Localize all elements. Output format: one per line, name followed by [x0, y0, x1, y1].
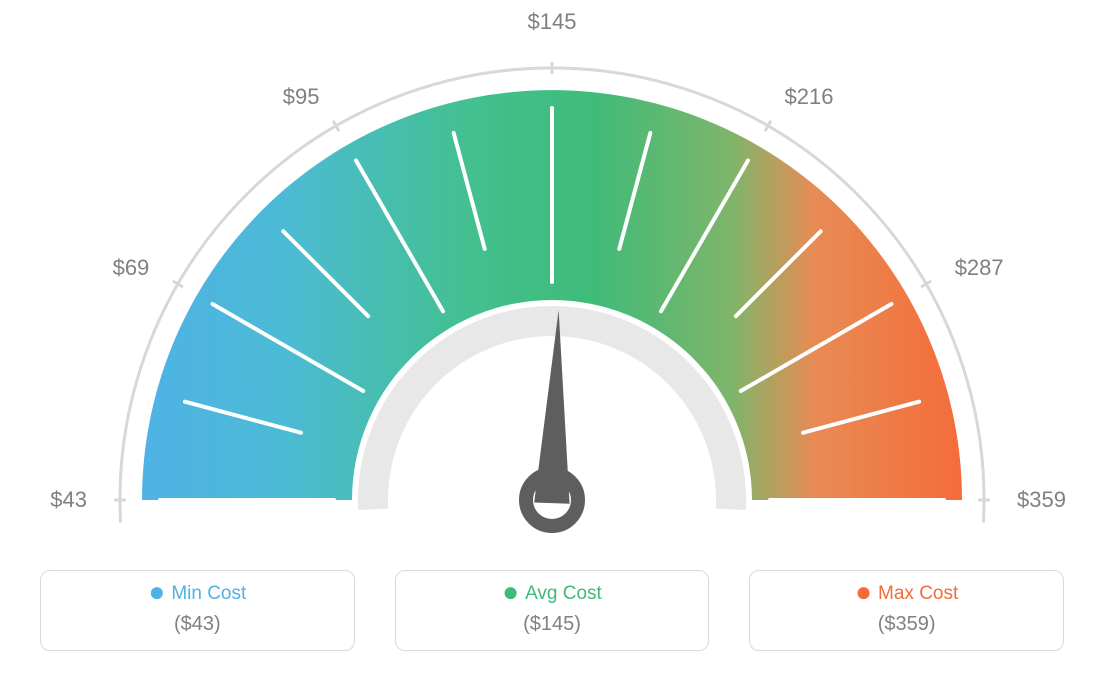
- cost-gauge: $43 $69 $95 $145 $216 $287 $359: [0, 0, 1104, 560]
- legend-min-title: ●Min Cost: [41, 583, 354, 605]
- dot-icon: ●: [502, 576, 519, 607]
- gauge-tick-label: $287: [955, 255, 1004, 281]
- legend-min: ●Min Cost ($43): [40, 570, 355, 651]
- legend-row: ●Min Cost ($43) ●Avg Cost ($145) ●Max Co…: [0, 570, 1104, 651]
- legend-avg: ●Avg Cost ($145): [395, 570, 710, 651]
- gauge-svg: [0, 0, 1104, 560]
- legend-min-value: ($43): [41, 613, 354, 636]
- gauge-tick-label: $69: [113, 255, 150, 281]
- dot-icon: ●: [855, 576, 872, 607]
- legend-max: ●Max Cost ($359): [749, 570, 1064, 651]
- legend-max-title: ●Max Cost: [750, 583, 1063, 605]
- gauge-tick-label: $95: [283, 84, 320, 110]
- legend-max-value: ($359): [750, 613, 1063, 636]
- gauge-tick-label: $43: [50, 487, 87, 513]
- gauge-tick-label: $216: [785, 84, 834, 110]
- dot-icon: ●: [148, 576, 165, 607]
- legend-avg-title: ●Avg Cost: [396, 583, 709, 605]
- gauge-tick-label: $359: [1017, 487, 1066, 513]
- gauge-tick-label: $145: [528, 9, 577, 35]
- legend-avg-value: ($145): [396, 613, 709, 636]
